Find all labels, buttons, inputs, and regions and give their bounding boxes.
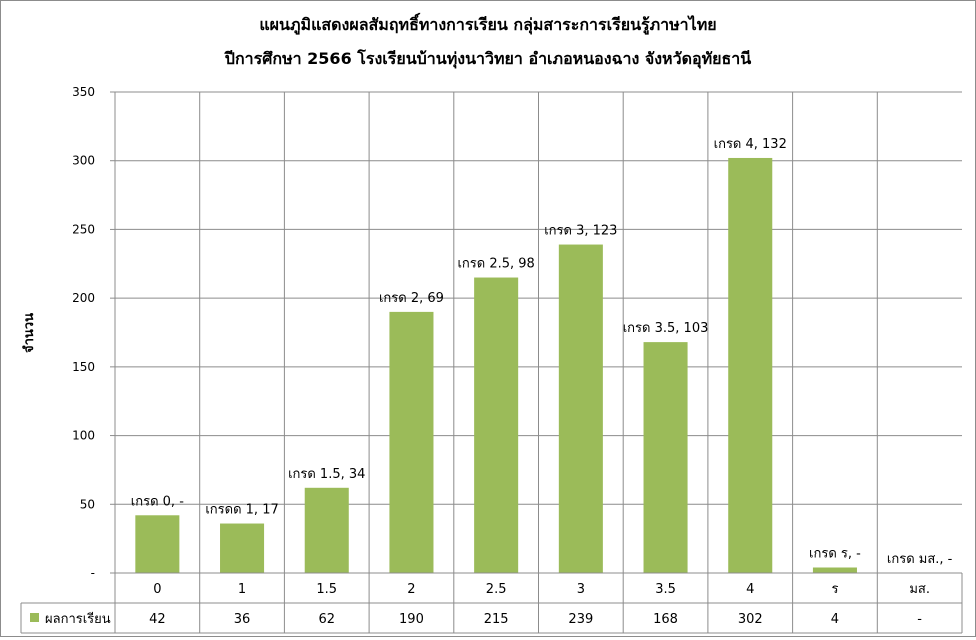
x-tick-label: 1.5 <box>316 582 337 597</box>
data-labels: เกรด 0, - เกรดด 1, 17 เกรด 1.5, 34 เกรด 2, … <box>131 137 953 567</box>
table-value: 62 <box>318 612 335 627</box>
x-tick-label: 2.5 <box>486 582 507 597</box>
bar <box>474 277 519 573</box>
table-value: 4 <box>831 612 839 627</box>
bar <box>558 244 603 573</box>
legend-swatch <box>30 613 39 622</box>
bar <box>643 342 688 573</box>
x-tick-label: 2 <box>407 582 415 597</box>
bar <box>812 567 857 573</box>
bar <box>304 487 349 573</box>
data-label: เกรดด 1, 17 <box>205 503 278 518</box>
y-tick-label: 200 <box>72 291 95 305</box>
y-tick-label: 50 <box>80 497 95 511</box>
y-tick-label: - <box>91 566 95 580</box>
table-value: 302 <box>738 612 763 627</box>
bars <box>135 157 857 574</box>
y-axis-label: จำนวน <box>21 313 37 353</box>
y-tick-label: 100 <box>72 429 95 443</box>
bar <box>135 515 180 573</box>
data-label: เกรด 0, - <box>131 494 184 509</box>
table-value: 190 <box>399 612 424 627</box>
data-label: เกรด 4, 132 <box>714 137 787 152</box>
x-tick-label: 3 <box>577 582 585 597</box>
table-value: 168 <box>653 612 678 627</box>
data-label: เกรด 2.5, 98 <box>457 257 534 272</box>
x-tick-label: ร <box>831 582 838 597</box>
data-label: เกรด 2, 69 <box>379 291 444 306</box>
y-axis: - 50 100 150 200 250 300 350 <box>72 85 116 580</box>
data-table: 0 1 1.5 2 2.5 3 3.5 4 ร มส. 42 36 62 190 215 239 168 302 4… <box>20 572 963 634</box>
table-value: 42 <box>149 612 166 627</box>
data-label: เกรด 3, 123 <box>544 224 617 239</box>
x-tick-label: 0 <box>153 582 161 597</box>
x-tick-label: 1 <box>238 582 246 597</box>
y-tick-label: 250 <box>72 222 95 236</box>
x-tick-label: 4 <box>746 582 754 597</box>
chart-title-line1: แผนภูมิแสดงผลสัมฤทธิ์ทางการเรียน กลุ่มสา… <box>259 13 716 36</box>
y-tick-label: 350 <box>72 85 95 99</box>
data-label: เกรด ร, - <box>809 547 861 562</box>
bar <box>728 157 773 574</box>
table-value: 36 <box>234 612 251 627</box>
legend-series-name: ผลการเรียน <box>45 611 111 627</box>
table-value: 239 <box>568 612 593 627</box>
bar <box>220 523 265 573</box>
data-label: เกรด มส., - <box>887 552 953 567</box>
bar <box>389 311 434 573</box>
gridlines <box>115 91 962 573</box>
chart-title-line2: ปีการศึกษา 2566 โรงเรียนบ้านทุ่งนาวิทยา … <box>223 48 751 69</box>
data-label: เกรด 3.5, 103 <box>623 321 709 336</box>
x-tick-label: 3.5 <box>655 582 676 597</box>
x-tick-label: มส. <box>909 582 930 597</box>
table-value: - <box>917 612 922 627</box>
y-tick-label: 300 <box>72 154 95 168</box>
table-value: 215 <box>484 612 509 627</box>
data-label: เกรด 1.5, 34 <box>288 467 365 482</box>
y-tick-label: 150 <box>72 360 95 374</box>
